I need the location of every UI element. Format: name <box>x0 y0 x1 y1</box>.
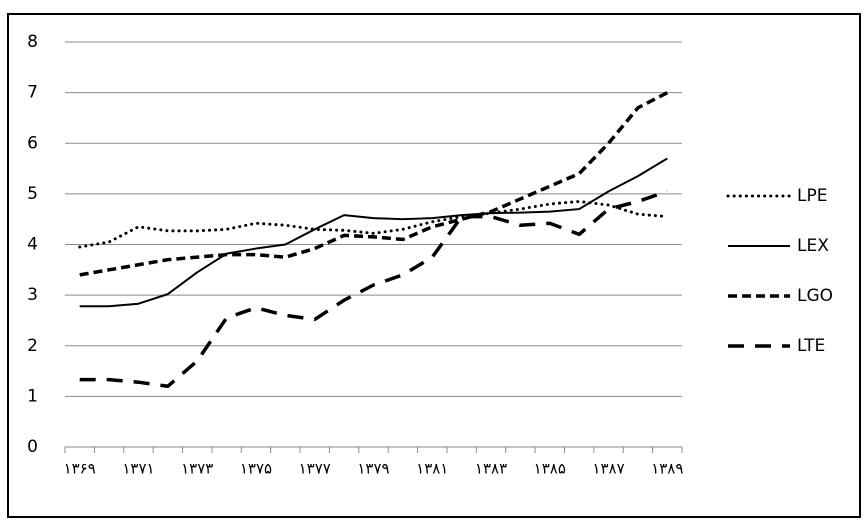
x-tick-label: ۱۳۷۷ <box>299 460 331 478</box>
legend-label: LPE <box>797 186 827 206</box>
x-tick-label: ۱۳۷۹ <box>357 460 389 478</box>
y-tick-label: 4 <box>27 235 38 255</box>
y-tick-label: 3 <box>27 285 38 305</box>
x-tick-label: ۱۳۸۳ <box>475 460 507 478</box>
legend-label: LEX <box>797 236 829 256</box>
y-tick-label: 6 <box>27 133 38 153</box>
chart-frame <box>7 13 861 518</box>
y-tick-label: 1 <box>27 386 38 406</box>
series-line <box>78 199 669 249</box>
series-line <box>79 189 668 388</box>
x-tick-label: ۱۳۷۵ <box>240 460 272 478</box>
y-tick-label: 5 <box>27 184 38 204</box>
x-tick-label: ۱۳۷۳ <box>181 460 213 478</box>
y-tick-label: 7 <box>27 83 38 103</box>
x-tick-label: ۱۳۸۹ <box>651 460 683 478</box>
x-tick-label: ۱۳۸۱ <box>416 460 448 478</box>
x-tick-label: ۱۳۷۱ <box>122 460 154 478</box>
y-tick-label: 0 <box>27 437 38 457</box>
x-tick-label: ۱۳۶۹ <box>64 460 96 478</box>
series-line <box>79 157 668 308</box>
legend-label: LTE <box>797 336 825 356</box>
x-tick-label: ۱۳۸۷ <box>592 460 624 478</box>
legend-label: LGO <box>797 286 833 306</box>
y-tick-label: 8 <box>27 32 38 52</box>
series-line <box>79 91 669 277</box>
y-tick-label: 2 <box>27 336 38 356</box>
x-tick-label: ۱۳۸۵ <box>534 460 566 478</box>
